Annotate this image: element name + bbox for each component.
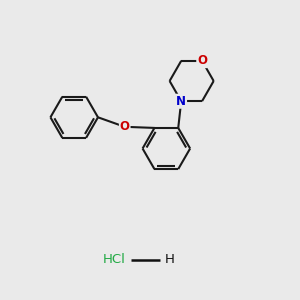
Text: N: N bbox=[176, 95, 186, 108]
Text: N: N bbox=[176, 95, 186, 108]
Text: HCl: HCl bbox=[103, 254, 126, 266]
Text: O: O bbox=[120, 120, 130, 133]
Text: O: O bbox=[197, 54, 207, 67]
Text: H: H bbox=[164, 254, 174, 266]
